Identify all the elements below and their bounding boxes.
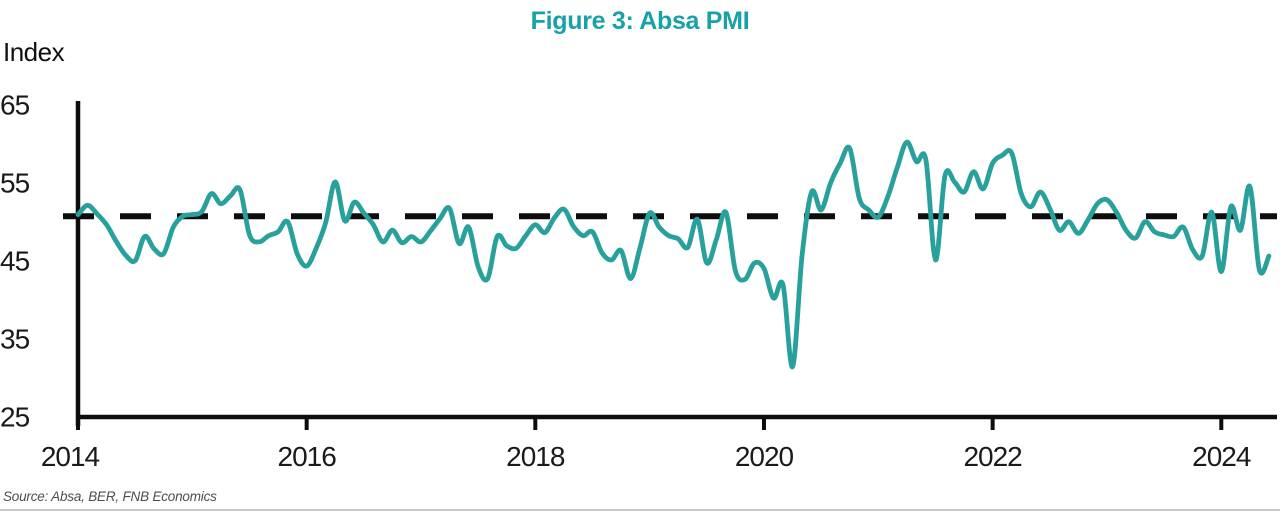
source-note: Source: Absa, BER, FNB Economics: [3, 489, 217, 504]
y-tick-label: 25: [0, 401, 30, 433]
x-tick-label: 2016: [277, 441, 337, 472]
y-tick-label: 65: [0, 89, 30, 121]
y-tick-label: 55: [0, 167, 30, 199]
chart-title: Figure 3: Absa PMI: [530, 7, 750, 35]
y-tick-label: 45: [0, 245, 30, 277]
y-tick-label: 35: [0, 323, 30, 355]
y-axis-title: Index: [3, 37, 65, 67]
pmi-series-line: [75, 139, 1272, 370]
x-tick-label: 2018: [506, 441, 565, 472]
x-tick-label: 2022: [963, 441, 1022, 472]
x-tick-label: 2020: [734, 441, 794, 472]
x-tick-label: 2014: [40, 441, 100, 472]
bottom-divider: [0, 509, 1280, 511]
x-tick-label: 2024: [1192, 441, 1251, 472]
